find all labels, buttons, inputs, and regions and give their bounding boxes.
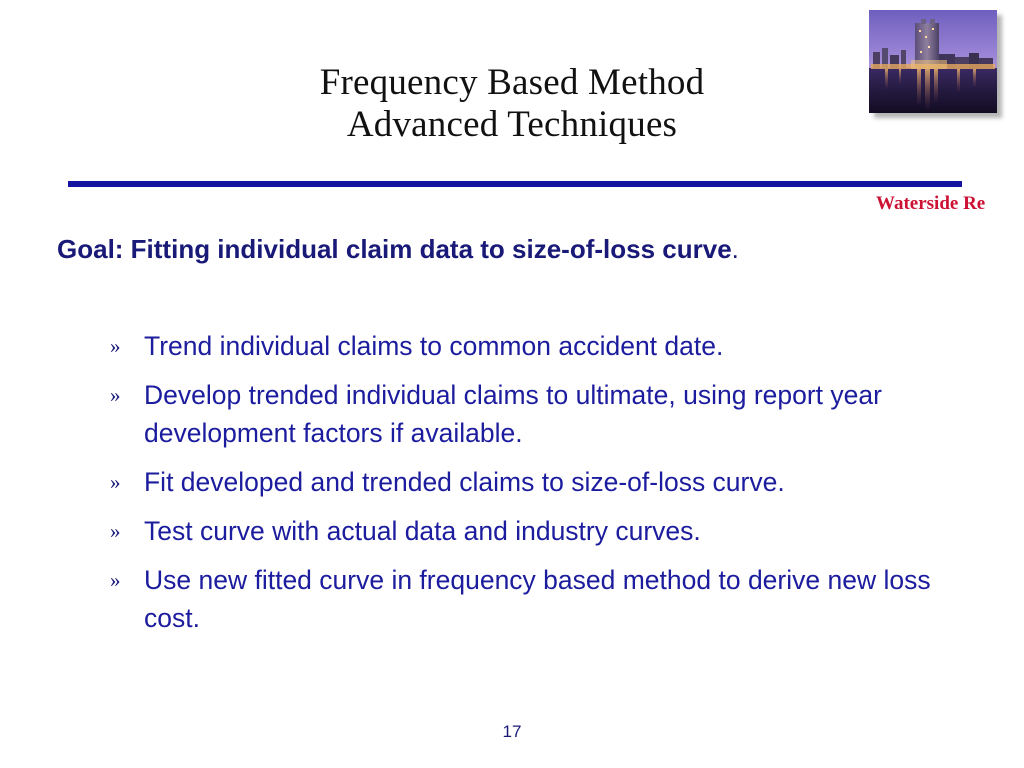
goal-statement-period: .: [731, 234, 739, 264]
goal-statement: Goal: Fitting individual claim data to s…: [57, 233, 997, 265]
photo-frame: [869, 10, 997, 113]
header-divider-rule: [68, 181, 962, 187]
list-item-label: Trend individual claims to common accide…: [144, 331, 724, 361]
list-item-label: Fit developed and trended claims to size…: [144, 467, 785, 497]
list-item: » Fit developed and trended claims to si…: [110, 463, 970, 501]
guillemet-bullet-icon: »: [110, 383, 121, 407]
list-item: » Use new fitted curve in frequency base…: [110, 561, 970, 637]
list-item-label: Test curve with actual data and industry…: [144, 516, 701, 546]
guillemet-bullet-icon: »: [110, 334, 121, 358]
list-item: » Trend individual claims to common acci…: [110, 327, 970, 365]
bullet-list: » Trend individual claims to common acci…: [110, 327, 970, 648]
page-number: 17: [502, 722, 522, 741]
page-title-line-2: Advanced Techniques: [346, 104, 678, 145]
guillemet-bullet-icon: »: [110, 568, 121, 592]
brand-label: Waterside Re: [876, 193, 986, 214]
page-title-line-1: Frequency Based Method: [319, 62, 705, 103]
page-title: Frequency Based Method Advanced Techniqu…: [0, 62, 1024, 146]
waterfront-city-night-photo: [869, 10, 1002, 118]
list-item: » Develop trended individual claims to u…: [110, 376, 970, 452]
list-item-label: Develop trended individual claims to ult…: [144, 380, 882, 448]
list-item: » Test curve with actual data and indust…: [110, 512, 970, 550]
list-item-label: Use new fitted curve in frequency based …: [144, 565, 931, 633]
goal-statement-text: Goal: Fitting individual claim data to s…: [57, 234, 732, 264]
city-night-illustration: [869, 10, 997, 113]
guillemet-bullet-icon: »: [110, 470, 121, 494]
guillemet-bullet-icon: »: [110, 519, 121, 543]
